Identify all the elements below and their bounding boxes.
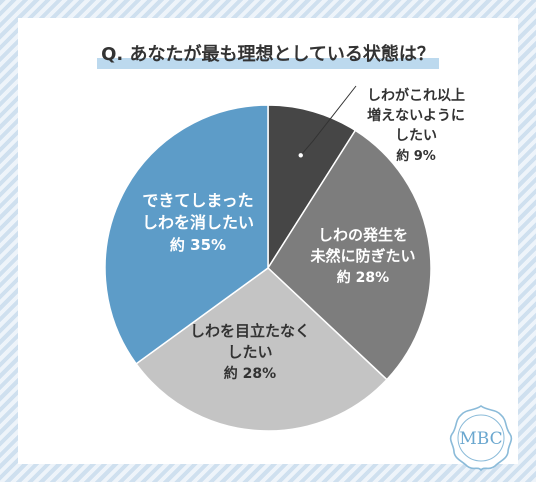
title-wrap: Q. あなたが最も理想としている状態は？ [18,40,518,69]
chart-title: Q. あなたが最も理想としている状態は？ [97,40,439,69]
slice-1-value-label: 約 9% [396,148,436,164]
slice-3-value-label: 約 28% [224,365,276,382]
slice-1-leader-line [300,85,357,156]
slice-1-leader-dot [298,153,303,158]
slice-1-label-line: したい [395,128,437,144]
pie-slice-3 [135,267,388,432]
pie-slice-1 [267,104,357,271]
slice-4-label-line: しわを消したい [142,213,254,232]
slice-3-label-line: しわを目立たなく [190,322,310,340]
pie-slices [104,104,432,432]
slice-2-label-line: しわの発生を [318,226,408,244]
pie-slice-4 [104,104,269,365]
slice-2-label-line: 未然に防ぎたい [309,247,415,265]
pie-slice-2 [267,129,432,381]
mbc-logo: MBC [449,405,513,472]
slice-1-label-line: しわがこれ以上 [367,87,465,104]
chart-card: Q. あなたが最も理想としている状態は？ しわがこれ以上 増えないように したい約 … [18,18,518,472]
slice-4-label-line: できてしまった [142,191,253,210]
leader-lines [298,85,357,158]
slice-1-label-line: 増えないように [367,107,465,124]
slice-4-value-label: 約 35% [170,236,226,254]
slice-3-label-line: したい [227,343,272,361]
logo-text: MBC [459,429,502,449]
slice-2-value-label: 約 28% [337,269,389,286]
